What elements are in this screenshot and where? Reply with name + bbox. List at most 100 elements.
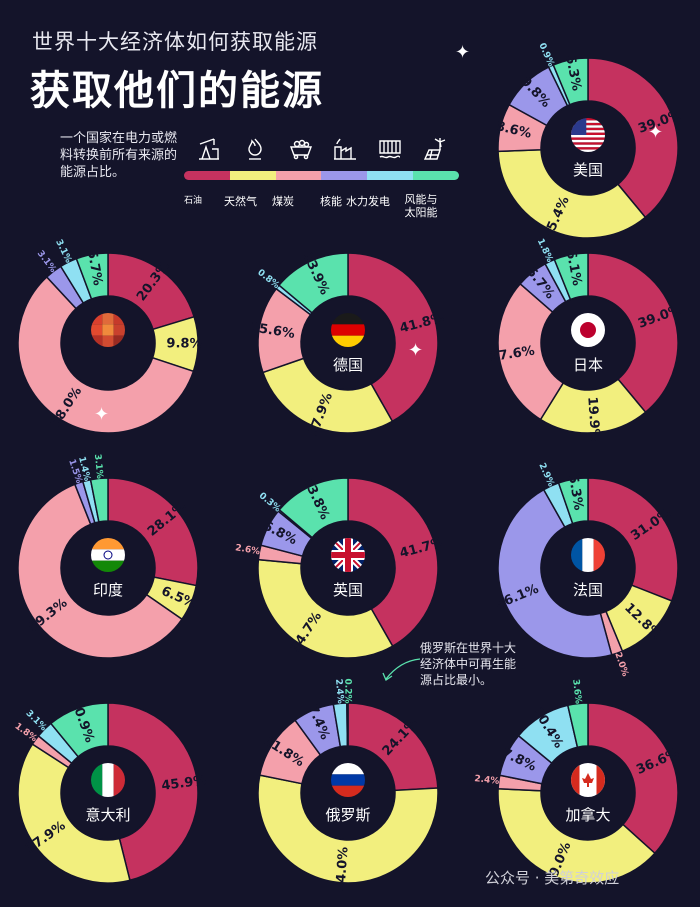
donut-slice [257, 774, 439, 884]
donut-slice [89, 477, 109, 523]
slice-label: 2.4% [333, 679, 345, 705]
legend-swatch-oil [184, 171, 230, 180]
chart-title: 获取他们的能源 [30, 68, 324, 114]
country-name: 俄罗斯 [325, 806, 370, 824]
slice-label: 27.6% [489, 344, 536, 366]
donut-chart: 39.0%19.9%27.6%5.7%1.8% 6.1%日本 [489, 237, 684, 442]
russia-flag-icon [331, 763, 365, 797]
slice-label: 0.8% [255, 268, 281, 291]
slice-label: 1.8% [535, 237, 555, 264]
donut-chart: 45.9%37.9%1.8%3.1% 10.9%意大利 [13, 697, 208, 884]
oil-pump-icon [199, 138, 219, 160]
italy-flag-icon [91, 763, 125, 797]
legend-swatch-nuclear [321, 171, 368, 180]
slice-label: 2.6% [234, 543, 260, 557]
france-flag-icon [571, 538, 605, 572]
donut-slice [497, 787, 656, 884]
chart-subtitle: 世界十大经济体如何获取能源 [32, 30, 318, 54]
donut-chart: 39.0%35.4%8.6%9.8%0.9% 6.3%美国 [494, 42, 683, 242]
sparkle-icon: ✦ [648, 122, 664, 143]
slice-label: 3.6% [570, 679, 583, 705]
donut-chart: 36.6%39.0%2.4%7.8%10.4%3.6%加拿大 [474, 679, 682, 888]
donut-slice [346, 702, 349, 747]
donut-slice [17, 483, 184, 659]
slice-label: 9.8% [166, 336, 202, 351]
country-name: 意大利 [85, 806, 130, 824]
donut-slice [497, 148, 647, 239]
country-name: 德国 [333, 356, 363, 374]
sparkle-icon: ✦ [94, 404, 110, 425]
donut-slice [566, 702, 589, 749]
slice-label: 54.0% [333, 846, 351, 892]
nuclear-plant-icon [334, 138, 356, 160]
us-flag-icon [571, 118, 605, 152]
donut-slice [107, 702, 199, 882]
donut-chart: 24.1%54.0%11.8%7.4%2.4%0.2%俄罗斯 [257, 678, 439, 892]
donut-slice [552, 57, 589, 106]
slice-label: 6.3% [562, 54, 584, 92]
blurred-flag-icon [91, 313, 125, 347]
donut-slice [587, 477, 679, 602]
country-name: 法国 [573, 581, 603, 599]
slice-label: 3.1% [35, 249, 58, 275]
country-name: 日本 [573, 356, 603, 374]
coal-cart-icon [289, 139, 313, 160]
legend-swatch-coal [275, 171, 322, 180]
gas-flame-icon [248, 138, 262, 160]
legend-label-oil: 石油 [184, 196, 203, 206]
donut-slice [347, 702, 439, 792]
donut-slice [587, 252, 679, 414]
sparkle-icon: ✦ [408, 340, 424, 361]
legend-color-bar [184, 171, 459, 180]
legend-label-coal: 煤炭 [272, 195, 294, 208]
legend-swatch-renewables [413, 171, 459, 180]
wind-solar-icon [423, 138, 446, 160]
donut-chart: 28.1%6.5%59.3%1.5%1.4% 3.1%印度 [17, 454, 199, 659]
country-name: 美国 [573, 161, 603, 179]
energy-legend: 石油 天然气 煤炭 核能 水力发电 风能与 太阳能 [184, 133, 459, 219]
slice-label: 15.6% [249, 320, 296, 342]
russia-annotation: 俄罗斯在世界十大经济体中可再生能源占比最小。 [420, 641, 517, 687]
donut-slice [261, 357, 394, 434]
legend-label-renewables: 风能与 太阳能 [404, 193, 438, 219]
japan-flag-icon [571, 313, 605, 347]
country-name: 英国 [333, 581, 363, 599]
annotation-arrow-icon [382, 658, 421, 681]
donut-slice [75, 252, 109, 300]
legend-label-hydro: 水力发电 [346, 195, 390, 208]
legend-label-nuclear: 核能 [320, 195, 342, 208]
legend-swatch-hydro [367, 171, 414, 180]
uk-flag-icon [331, 538, 365, 572]
slice-label: 6.1% [563, 249, 585, 287]
slice-label: 0.3% [257, 491, 283, 515]
donut-chart: 41.8%27.9%15.6%0.8% 13.9%德国 [249, 250, 446, 438]
donut-chart: 41.7%34.7%2.6%6.8%0.3% 13.8%英国 [234, 475, 446, 659]
sparkle-icon: ✦ [455, 42, 471, 63]
slice-label: 2.4% [474, 774, 500, 787]
slice-label: 5.3% [565, 474, 586, 512]
donut-slice [257, 558, 394, 659]
watermark: 公众号 · 美第奇效应 [485, 869, 620, 887]
slice-label: 45.9% [161, 773, 208, 793]
slice-label: 0.2% [342, 678, 352, 703]
donut-slice [278, 477, 349, 539]
slice-label: 5.7% [84, 249, 105, 287]
legend-label-gas: 天然气 [224, 195, 257, 208]
donut-chart: 20.3%9.8%58.0%3.1%3.1% 5.7% [17, 238, 203, 434]
donut-slice [557, 477, 589, 525]
germany-flag-icon [331, 313, 365, 347]
donut-slice [497, 282, 565, 421]
hydro-dam-icon [379, 140, 401, 159]
slice-label: 2.0% [612, 651, 630, 678]
donut-slice [277, 252, 349, 314]
country-name: 加拿大 [565, 806, 610, 824]
country-name: 印度 [93, 581, 123, 599]
legend-swatch-gas [229, 171, 276, 180]
donut-slice [587, 57, 679, 219]
slice-label: 3.1% [53, 238, 73, 265]
slice-label: 3.1% [92, 454, 104, 480]
donut-slice [17, 743, 131, 884]
canada-flag-icon [571, 763, 605, 797]
donut-slice [497, 488, 613, 659]
donut-slice [17, 275, 195, 434]
